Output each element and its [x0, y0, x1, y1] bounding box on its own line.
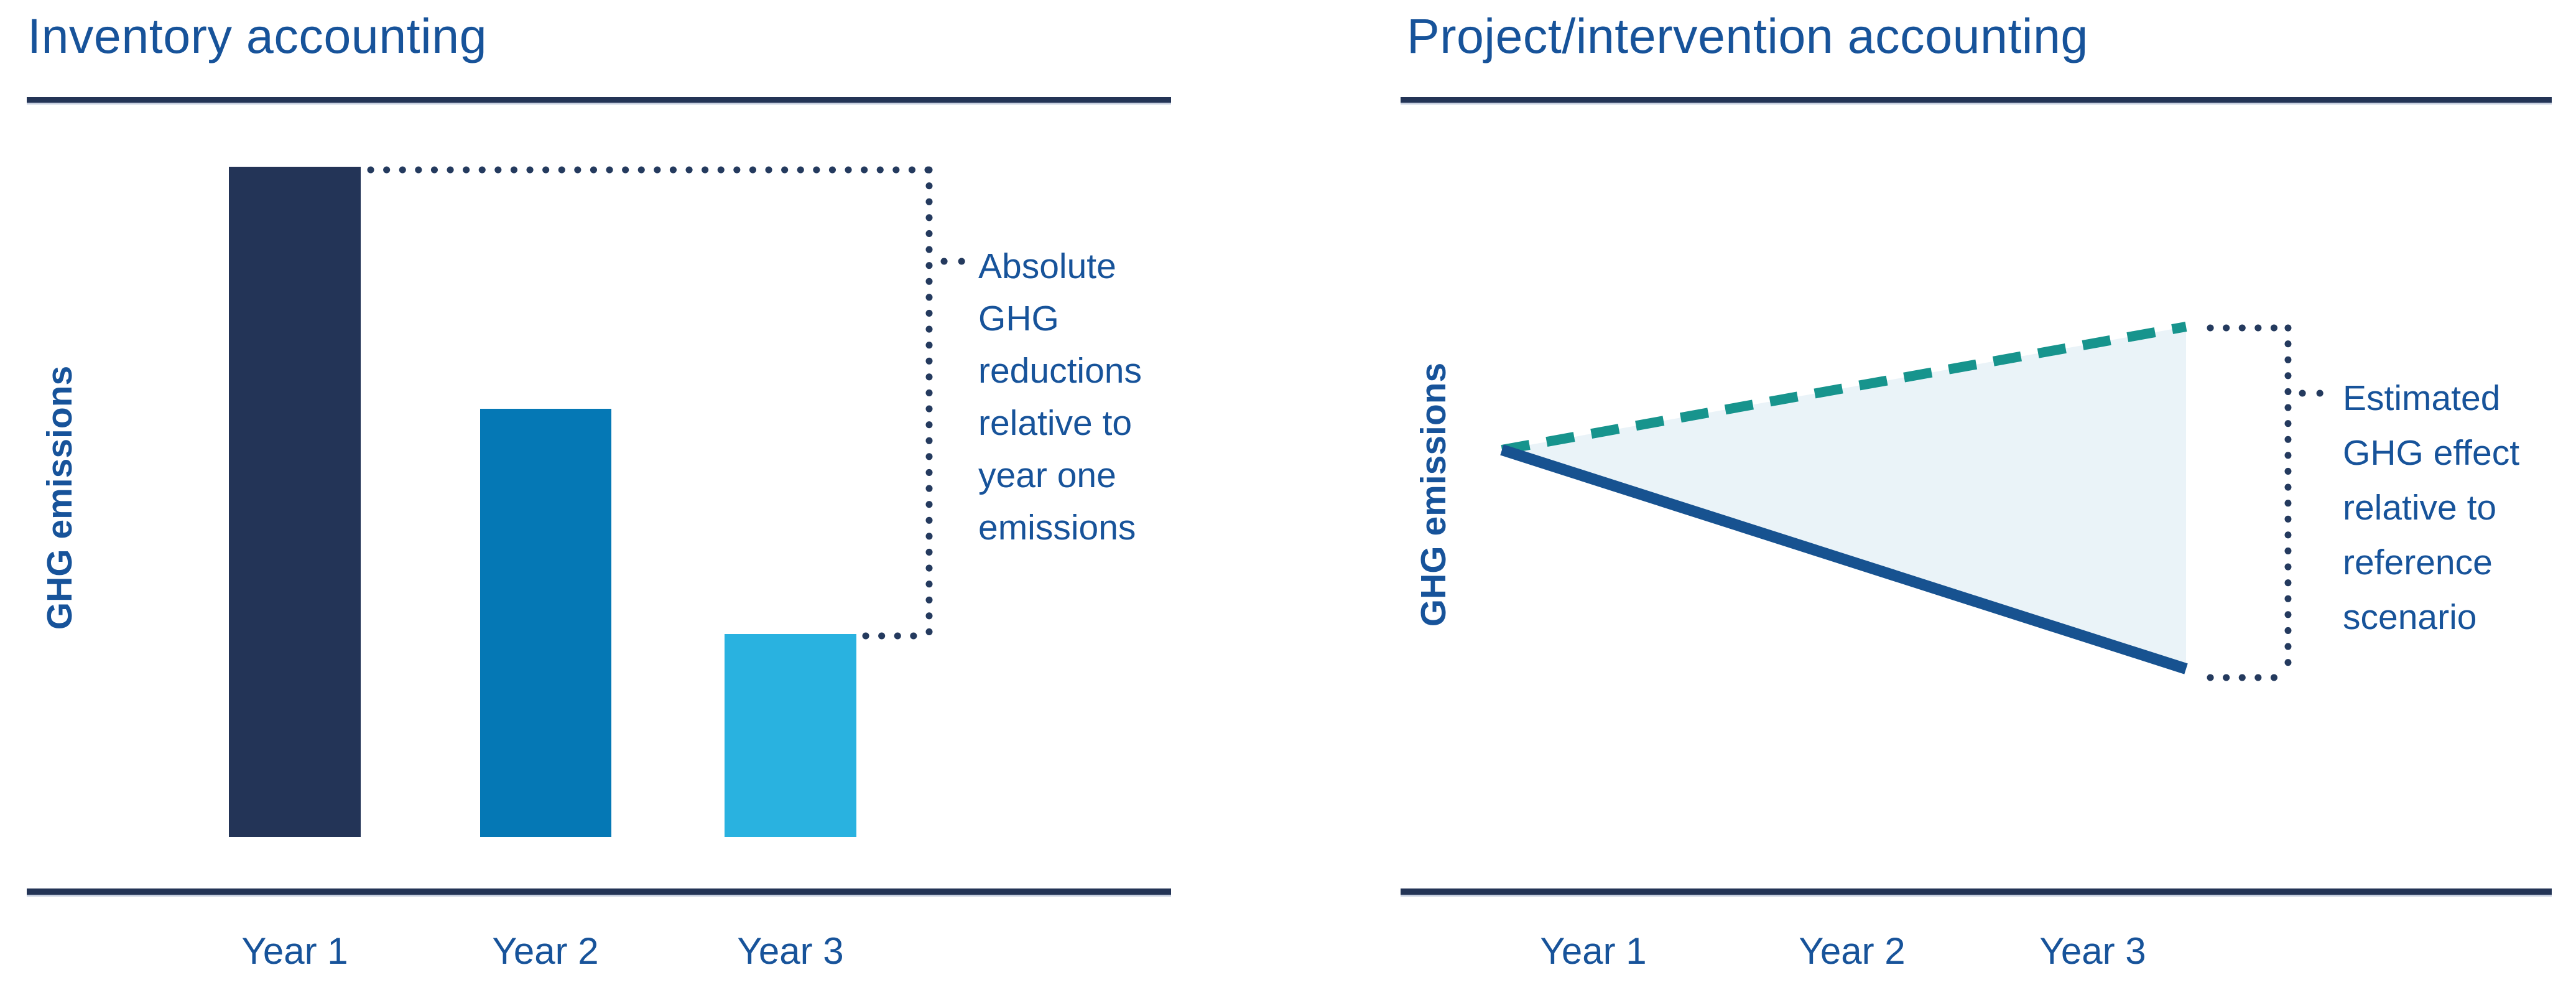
left-title-rule: [27, 97, 1171, 103]
project-scenario-solid-line: [1500, 444, 2188, 674]
left-x-label-year3: Year 3: [737, 930, 844, 972]
right-title-rule-shadow: [1401, 103, 2552, 105]
left-annotation-line-6: emissions: [978, 508, 1136, 548]
reference-scenario-dashed-line: [1501, 322, 2187, 455]
left-annotation-text: Absolute GHG reductions relative to year…: [978, 240, 1142, 554]
right-x-label-year1: Year 1: [1540, 930, 1647, 972]
left-annotation-line-4: relative to: [978, 403, 1133, 443]
left-x-axis-line: [27, 888, 1171, 895]
left-x-label-year1: Year 1: [241, 930, 348, 972]
right-x-label-year2: Year 2: [1799, 930, 1906, 972]
left-x-label-year2: Year 2: [492, 930, 599, 972]
right-annotation-text: Estimated GHG effect relative to referen…: [2343, 371, 2519, 645]
bar-year1: [229, 167, 361, 837]
right-annotation-line-5: scenario: [2343, 597, 2477, 637]
right-y-axis-label: GHG emissions: [1414, 362, 1453, 627]
scenario-gap-wedge-fill: [1502, 327, 2186, 669]
left-annotation-line-2: GHG: [978, 299, 1059, 338]
left-title-rule-shadow: [27, 103, 1171, 105]
bar-year2: [480, 409, 611, 837]
right-panel-title: Project/intervention accounting: [1407, 8, 2088, 63]
right-annotation-line-4: reference: [2343, 543, 2493, 582]
left-panel-title: Inventory accounting: [27, 8, 488, 63]
left-panel-shapes: [27, 97, 1171, 897]
right-annotation-line-2: GHG effect: [2343, 433, 2520, 473]
left-x-axis-shadow: [27, 895, 1171, 897]
left-annotation-line-5: year one: [978, 455, 1116, 495]
right-title-rule: [1401, 97, 2552, 103]
bar-year3: [725, 634, 856, 837]
right-panel-shapes: [1401, 97, 2552, 897]
left-annotation-line-3: reductions: [978, 351, 1142, 391]
right-annotation-line-1: Estimated: [2343, 378, 2501, 418]
left-y-axis-label: GHG emissions: [40, 365, 80, 630]
right-x-axis-shadow: [1401, 895, 2552, 897]
right-x-label-year3: Year 3: [2039, 930, 2146, 972]
right-x-axis-line: [1401, 888, 2552, 895]
left-annotation-line-1: Absolute: [978, 246, 1116, 286]
right-annotation-line-3: relative to: [2343, 488, 2497, 528]
